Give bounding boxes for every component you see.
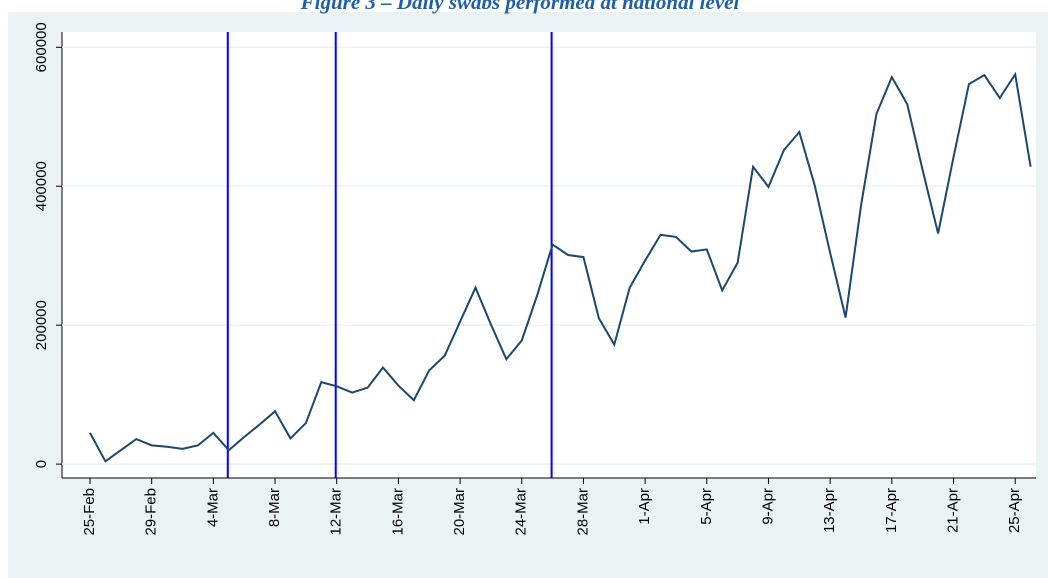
y-tick-label: 600000	[33, 22, 50, 72]
x-tick-label: 12-Mar	[328, 488, 345, 536]
x-tick-label: 24-Mar	[513, 488, 530, 536]
x-tick-label: 29-Feb	[143, 488, 160, 536]
x-tick-label: 25-Feb	[81, 488, 98, 536]
y-tick-label: 400000	[33, 161, 50, 211]
x-tick-label: 1-Apr	[636, 488, 653, 525]
x-tick-label: 9-Apr	[759, 488, 776, 525]
x-tick-label: 8-Mar	[266, 488, 283, 527]
x-tick-label: 21-Apr	[944, 488, 961, 533]
chart-title: Figure 3 – Daily swabs performed at nati…	[300, 0, 740, 14]
x-tick-label: 16-Mar	[389, 488, 406, 536]
y-tick-label: 200000	[33, 300, 50, 350]
x-tick-label: 4-Mar	[204, 488, 221, 527]
x-tick-label: 20-Mar	[451, 488, 468, 536]
y-tick-label: 0	[33, 460, 50, 468]
x-tick-label: 17-Apr	[883, 488, 900, 533]
x-tick-label: 28-Mar	[574, 488, 591, 536]
x-tick-label: 13-Apr	[821, 488, 838, 533]
x-tick-label: 5-Apr	[698, 488, 715, 525]
x-tick-label: 25-Apr	[1006, 488, 1023, 533]
data-line	[89, 71, 1032, 463]
